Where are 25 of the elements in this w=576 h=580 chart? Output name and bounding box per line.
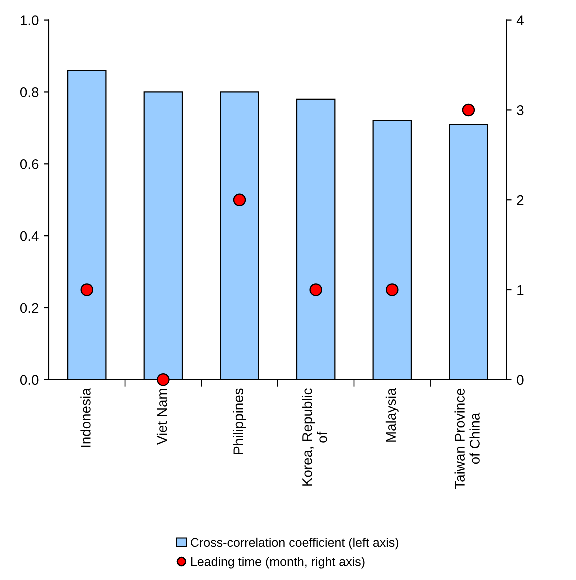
y-tick-label: 0.4: [20, 231, 39, 242]
y2-tick-label: 3: [517, 106, 524, 116]
x-tick-label: Indonesia: [80, 388, 91, 448]
y-tick-label: 1.0: [20, 16, 39, 26]
x-tick-label: Viet Nam: [156, 389, 168, 446]
y2-tick-label: 1: [518, 285, 524, 296]
point: [233, 194, 246, 206]
legend-label: Leading time (month, right axis): [191, 557, 365, 569]
x-tick-label: Korea, Republic of: [302, 388, 328, 486]
x-tick-label: Malaysia: [386, 388, 399, 442]
point: [310, 284, 322, 296]
point: [157, 374, 170, 386]
y2-tick-label: 4: [516, 16, 524, 26]
x-tick-label: Philippines: [233, 388, 246, 454]
y-tick-label: 0.2: [20, 303, 39, 314]
y-tick-label: 0.6: [20, 159, 39, 170]
x-tick-label: Taiwan Province of China: [454, 388, 480, 490]
point: [80, 284, 94, 296]
legend-label: Cross-correlation coefficient (left axis): [191, 538, 399, 550]
y2-tick-label: 2: [517, 195, 524, 206]
point: [386, 284, 399, 296]
point: [462, 104, 476, 117]
y-tick-label: 0.8: [20, 88, 39, 98]
y2-tick-label: 0: [517, 375, 524, 386]
y-tick-label: 0.0: [20, 375, 39, 386]
